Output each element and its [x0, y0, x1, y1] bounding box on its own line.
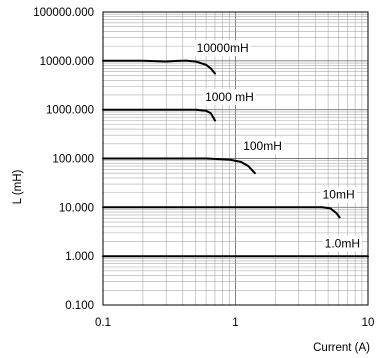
y-tick-label: 100000.000	[33, 7, 94, 19]
y-tick-label: 0.100	[65, 300, 94, 312]
series-label: 1000 mH	[205, 90, 254, 104]
y-axis-label: L (mH)	[12, 169, 24, 204]
series-label: 10mH	[323, 188, 355, 202]
series-labels: 10000mH 1000 mH 100mH 10mH 1.0mH	[194, 40, 362, 252]
y-tick-label: 10000.000	[40, 56, 94, 68]
y-tick-labels: 0.100 1.000 10.000 100.000 1000.000 10000.000…	[33, 7, 94, 312]
y-tick-label: 100.000	[52, 154, 94, 166]
x-tick-label: 10	[362, 317, 375, 329]
x-axis-label: Current (A)	[313, 342, 370, 354]
x-tick-label: 0.1	[95, 317, 111, 329]
y-tick-label: 1.000	[65, 251, 94, 263]
series-label: 1.0mH	[325, 237, 360, 251]
x-tick-label: 1	[232, 317, 238, 329]
series-label: 10000mH	[197, 41, 249, 55]
series-line	[102, 157, 256, 175]
series-line	[102, 108, 216, 122]
y-tick-label: 1000.000	[46, 105, 94, 117]
series-label-bg	[322, 235, 362, 252]
y-tick-label: 10.000	[59, 202, 94, 214]
series-label-bg	[203, 89, 256, 106]
series-line	[102, 59, 216, 75]
series-lines	[102, 59, 369, 258]
series-line	[102, 206, 341, 219]
series-label: 100mH	[243, 139, 282, 153]
series-label-bg	[320, 186, 357, 203]
x-tick-labels: 0.1 1 10	[95, 317, 374, 329]
series-label-bg	[241, 137, 284, 154]
series-label-bg	[194, 40, 251, 57]
